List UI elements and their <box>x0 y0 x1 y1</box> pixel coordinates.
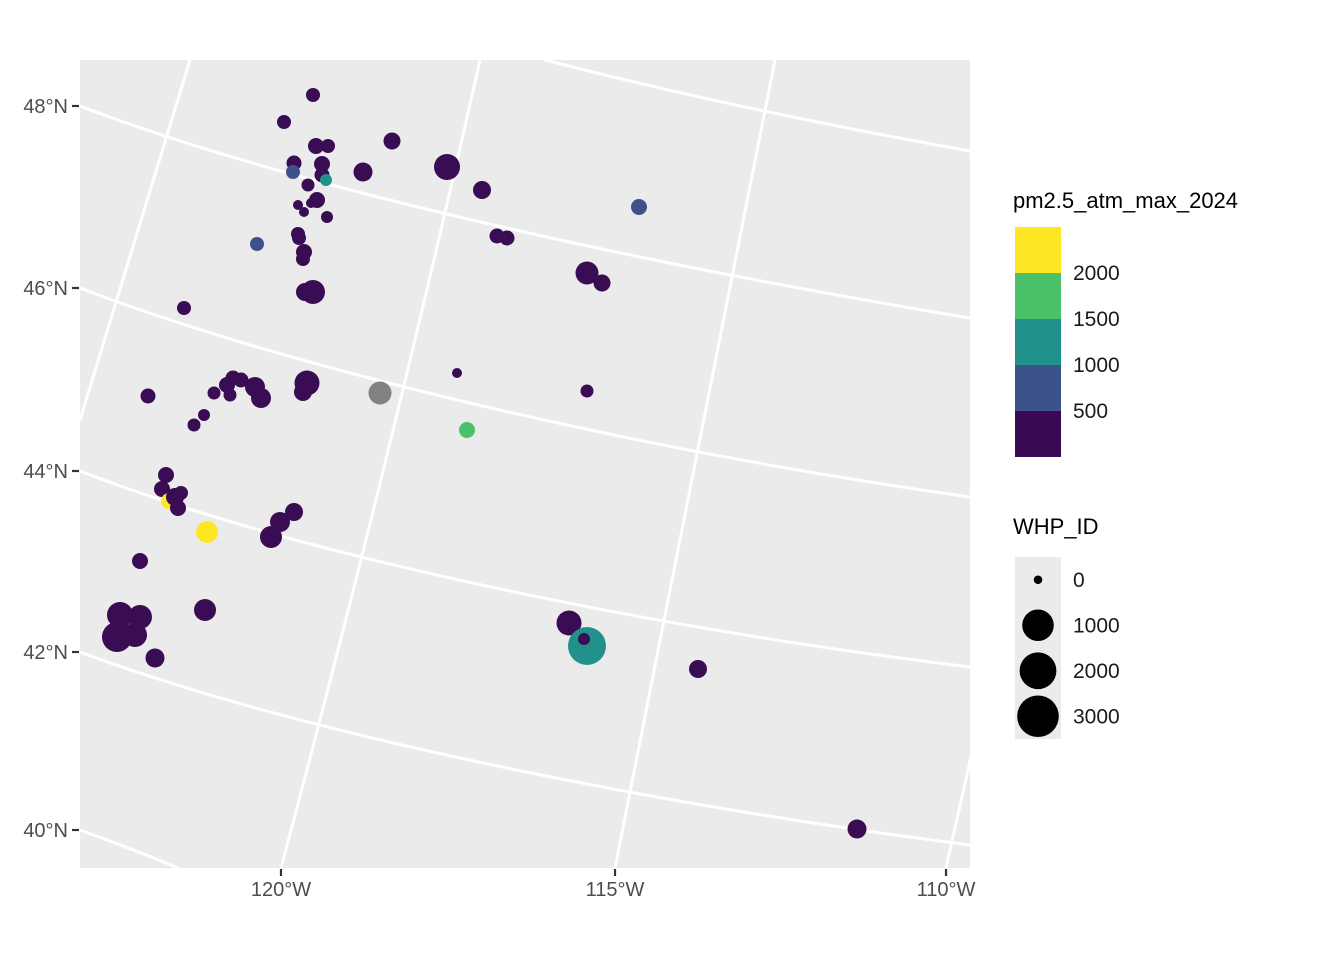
data-point <box>285 503 303 521</box>
y-tick-label: 42°N <box>23 642 68 664</box>
data-point <box>294 383 312 401</box>
data-point <box>198 409 210 421</box>
graticule-parallel-42n <box>80 650 970 847</box>
x-tick-label: 110°W <box>917 879 976 901</box>
x-tick-label: 115°W <box>586 879 645 901</box>
graticule-parallel-46n <box>80 286 970 499</box>
y-tick-label: 46°N <box>23 278 68 300</box>
plot-panel <box>80 60 970 868</box>
data-point <box>251 388 271 408</box>
data-point <box>578 633 590 645</box>
data-point <box>556 610 582 636</box>
data-point <box>158 467 174 483</box>
data-point <box>132 553 148 569</box>
size-legend-glyph <box>1017 695 1059 738</box>
colorbar-label: 2000 <box>1073 262 1120 285</box>
data-point <box>194 599 216 621</box>
graticule-parallel-48n <box>80 104 970 320</box>
color-legend: 2000 1500 1000 500 <box>1015 227 1120 457</box>
colorbar-label: 1000 <box>1073 354 1120 377</box>
data-point <box>593 274 611 292</box>
size-legend-glyph <box>1033 575 1043 585</box>
data-point <box>196 521 218 543</box>
colorbar-segment <box>1015 319 1061 365</box>
data-point <box>575 261 599 285</box>
data-point <box>321 139 335 153</box>
data-point <box>140 388 156 404</box>
data-point <box>847 819 867 839</box>
data-point <box>145 648 165 668</box>
size-legend-glyph <box>1022 609 1054 642</box>
data-point <box>308 138 324 154</box>
axes-layer: 48°N 46°N 44°N 42°N 40°N 120°W 115°W 110°W <box>23 96 975 901</box>
data-point <box>452 368 462 378</box>
graticule-parallel-40n <box>80 828 179 868</box>
colorbar-segment <box>1015 365 1061 411</box>
data-point <box>170 500 186 516</box>
data-point <box>383 132 401 150</box>
data-point <box>286 165 300 179</box>
data-point <box>293 200 303 210</box>
graticule-meridian-115w <box>613 60 777 868</box>
points-layer <box>102 88 867 839</box>
size-legend: 0 1000 2000 3000 <box>1015 557 1120 739</box>
graticule-meridian-110w <box>944 754 970 868</box>
data-point <box>123 623 147 647</box>
data-point <box>368 381 392 405</box>
data-point <box>473 181 491 199</box>
size-legend-label: 1000 <box>1073 614 1120 637</box>
data-point <box>174 486 188 500</box>
data-point <box>154 481 170 497</box>
colorbar-segment <box>1015 411 1061 457</box>
data-point <box>306 198 316 208</box>
colorbar-segment <box>1015 273 1061 319</box>
data-point <box>580 384 594 398</box>
data-point <box>233 372 249 388</box>
size-legend-glyph <box>1019 652 1057 690</box>
data-point <box>260 526 282 548</box>
colorbar-label: 500 <box>1073 400 1108 423</box>
data-point <box>207 386 221 400</box>
data-point <box>177 301 191 315</box>
x-tick-label: 120°W <box>251 879 311 901</box>
data-point <box>107 602 133 628</box>
colorbar-label: 1500 <box>1073 308 1120 331</box>
size-legend-label: 0 <box>1073 569 1085 592</box>
y-tick-label: 44°N <box>23 461 68 483</box>
data-point <box>689 660 707 678</box>
data-point <box>223 388 237 402</box>
data-point <box>301 178 315 192</box>
size-legend-label: 3000 <box>1073 705 1120 728</box>
size-legend-label: 2000 <box>1073 660 1120 683</box>
y-tick-label: 48°N <box>23 96 68 118</box>
data-point <box>314 156 330 172</box>
data-point <box>296 252 310 266</box>
data-point <box>292 231 306 245</box>
data-point <box>568 627 606 665</box>
y-tick-label: 40°N <box>23 820 68 842</box>
data-point <box>306 88 320 102</box>
graticule-meridian-125w <box>80 60 192 421</box>
data-point <box>353 162 373 182</box>
data-point <box>250 237 264 251</box>
data-point <box>320 174 332 186</box>
size-legend-title: WHP_ID <box>1013 514 1099 539</box>
data-point <box>187 418 201 432</box>
data-point <box>128 605 152 629</box>
data-point <box>459 422 475 438</box>
data-point <box>434 154 460 180</box>
data-point <box>499 230 515 246</box>
data-point <box>277 115 291 129</box>
colorbar-segment <box>1015 227 1061 273</box>
graticule-parallel-50n <box>544 60 970 153</box>
color-legend-title: pm2.5_atm_max_2024 <box>1013 188 1239 213</box>
data-point <box>299 207 309 217</box>
data-point <box>631 199 647 215</box>
data-point <box>301 280 325 304</box>
data-point <box>321 211 333 223</box>
